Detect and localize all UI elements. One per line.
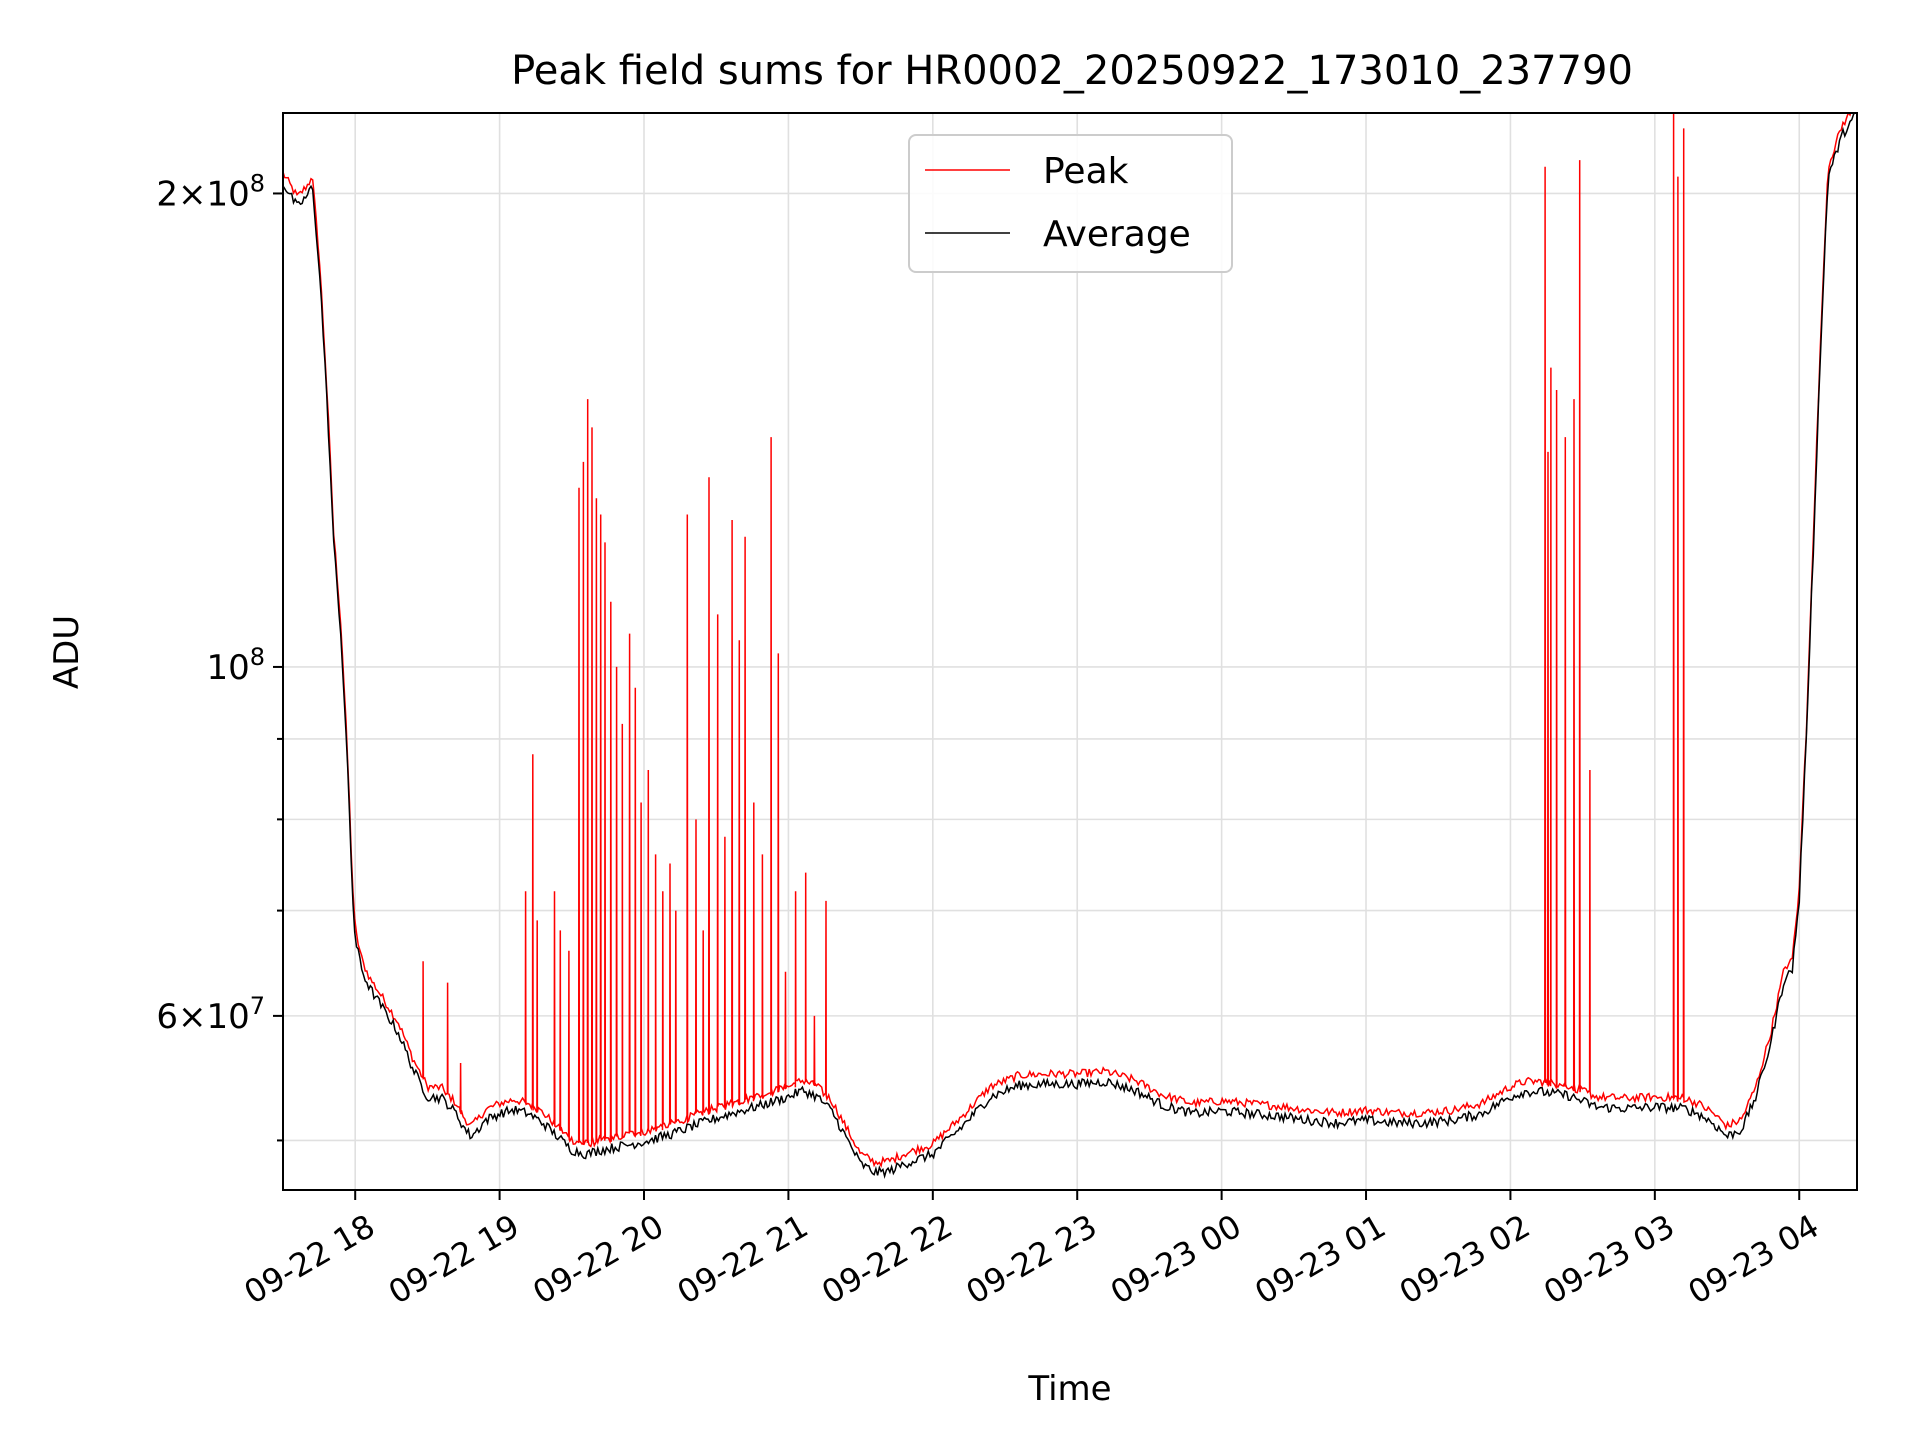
series-average-line: [283, 113, 1856, 1180]
y-axis: 6×107 108 2×108: [156, 169, 283, 1142]
series-peak-line: [283, 113, 1852, 1168]
y-tick-label: 108: [206, 643, 265, 688]
series-layer: [283, 113, 1856, 1180]
legend: Peak Average: [908, 134, 1233, 273]
y-tick-label: 6×107: [156, 992, 265, 1037]
plot-frame: [282, 112, 1858, 1191]
chart-title: Peak field sums for HR0002_20250922_1730…: [511, 48, 1633, 94]
legend-peak-label: Peak: [1043, 151, 1129, 192]
y-tick-label: 2×108: [156, 169, 265, 214]
x-axis-label: Time: [1027, 1369, 1111, 1409]
y-axis-label: ADU: [47, 615, 87, 689]
legend-average-label: Average: [1043, 214, 1191, 255]
